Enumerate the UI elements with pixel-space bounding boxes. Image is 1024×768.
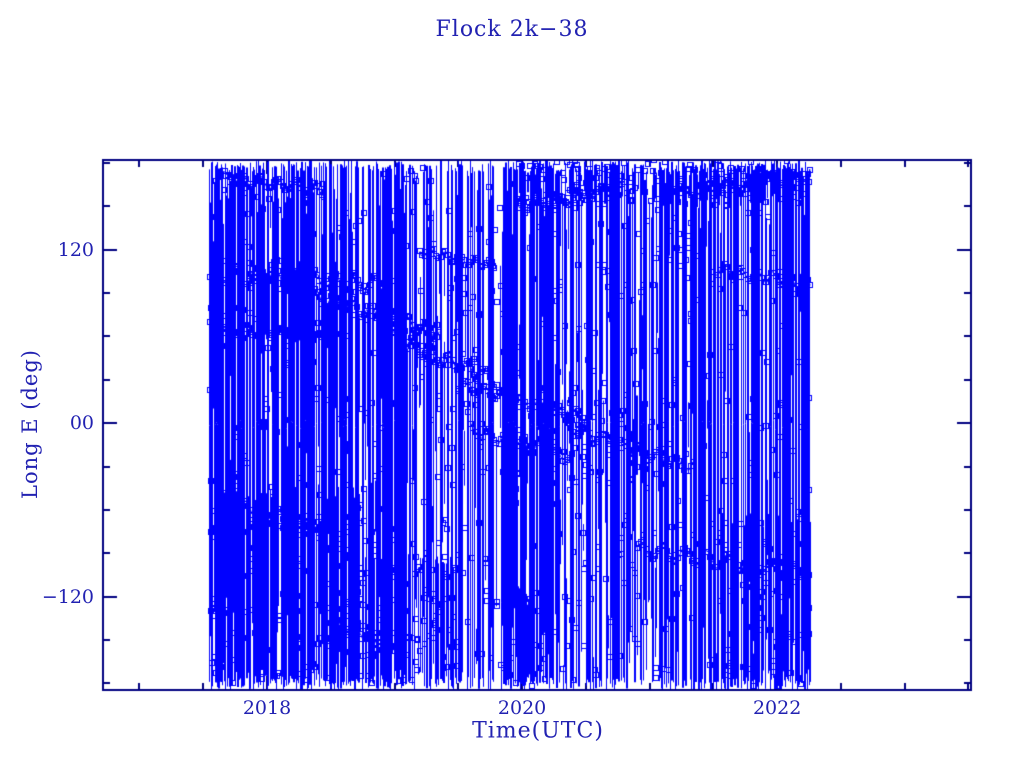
x-tick-label: 2020 (497, 697, 547, 719)
y-axis-label: Long E (deg) (18, 349, 42, 499)
y-tick-label: −120 (41, 585, 94, 608)
x-tick-label: 2022 (752, 697, 802, 719)
x-tick-label: 2018 (242, 697, 292, 719)
y-tick-label: 00 (69, 412, 94, 435)
x-axis-label: Time(UTC) (472, 718, 604, 744)
y-tick-label: 120 (57, 238, 94, 261)
